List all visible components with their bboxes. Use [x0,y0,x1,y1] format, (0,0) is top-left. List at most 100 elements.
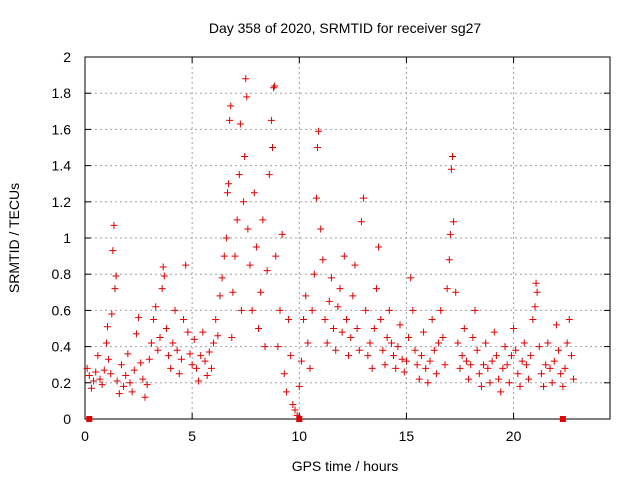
data-point [282,388,290,396]
data-point [377,315,385,323]
data-point [475,370,483,378]
data-point [441,361,449,369]
data-point [362,306,370,314]
data-point [190,335,198,343]
data-point [552,321,560,329]
data-point [195,377,203,385]
data-point [285,315,293,323]
data-point [368,364,376,372]
data-point [458,352,466,360]
data-point [173,346,181,354]
data-point [115,390,123,398]
data-point [424,379,432,387]
data-point [128,388,136,396]
data-point [398,355,406,363]
data-point [259,216,267,224]
data-point [561,364,569,372]
data-point [518,357,526,365]
data-point [192,364,200,372]
data-point [143,381,151,389]
x-tick-label: 5 [188,428,196,444]
data-point [439,334,447,342]
data-point [379,346,387,354]
data-point [267,116,275,124]
data-point [126,379,134,387]
data-point [355,346,363,354]
data-point [252,243,260,251]
data-point [314,144,321,151]
data-point [197,352,205,360]
data-point [169,339,177,347]
data-point [308,306,316,314]
data-point [555,346,563,354]
data-point [465,375,473,383]
data-point [246,261,254,269]
data-point [150,315,158,323]
data-point [130,366,138,374]
y-tick-label: 0.8 [52,266,72,282]
data-point [512,346,520,354]
data-point [332,346,340,354]
data-point [387,339,395,347]
x-tick-label: 0 [81,428,89,444]
data-point [544,339,552,347]
data-point [188,361,196,369]
data-point [351,261,359,269]
data-point [482,339,490,347]
y-tick-label: 1.6 [52,121,72,137]
data-point [167,364,175,372]
data-point [492,352,500,360]
data-point [443,285,451,293]
data-point [430,346,438,354]
data-point [107,370,115,378]
data-point [522,361,530,369]
data-point [317,225,325,233]
data-point [531,303,539,311]
data-point [364,352,372,360]
y-tick-label: 0.4 [52,339,72,355]
data-point [514,370,522,378]
data-point [297,357,305,365]
data-point [533,288,541,296]
data-point [396,321,404,329]
data-point [520,339,528,347]
data-point [495,375,503,383]
data-point [278,230,286,238]
data-point [160,272,168,280]
data-point [501,343,509,351]
data-point [488,357,496,365]
data-point [477,382,485,390]
data-point [300,315,308,323]
data-point [171,306,179,314]
y-axis: 0 0.2 0.4 0.6 0.8 1 1.2 1.4 1.6 1.8 2 [52,49,610,427]
data-point [110,221,118,229]
y-tick-label: 0.6 [52,302,72,318]
y-axis-title: SRMTID / TECUs [6,183,22,293]
data-point [325,297,333,305]
data-point [420,328,428,336]
data-point [507,352,515,360]
data-point [229,288,237,296]
data-point [497,388,505,396]
data-point [226,116,234,124]
data-point [98,381,106,389]
data-point [214,332,222,340]
data-point [415,375,423,383]
data-point [394,343,402,351]
data-point [199,328,207,336]
data-point [402,357,410,365]
data-point [565,315,573,323]
data-point [117,361,125,369]
data-point [180,315,188,323]
data-point [310,270,318,278]
data-point [231,252,239,260]
data-point [450,218,458,226]
data-point [360,194,368,202]
data-point [330,325,338,332]
data-point [295,382,303,390]
data-point [405,334,413,342]
data-point [218,274,226,282]
data-point [205,348,213,356]
data-point [319,256,327,264]
